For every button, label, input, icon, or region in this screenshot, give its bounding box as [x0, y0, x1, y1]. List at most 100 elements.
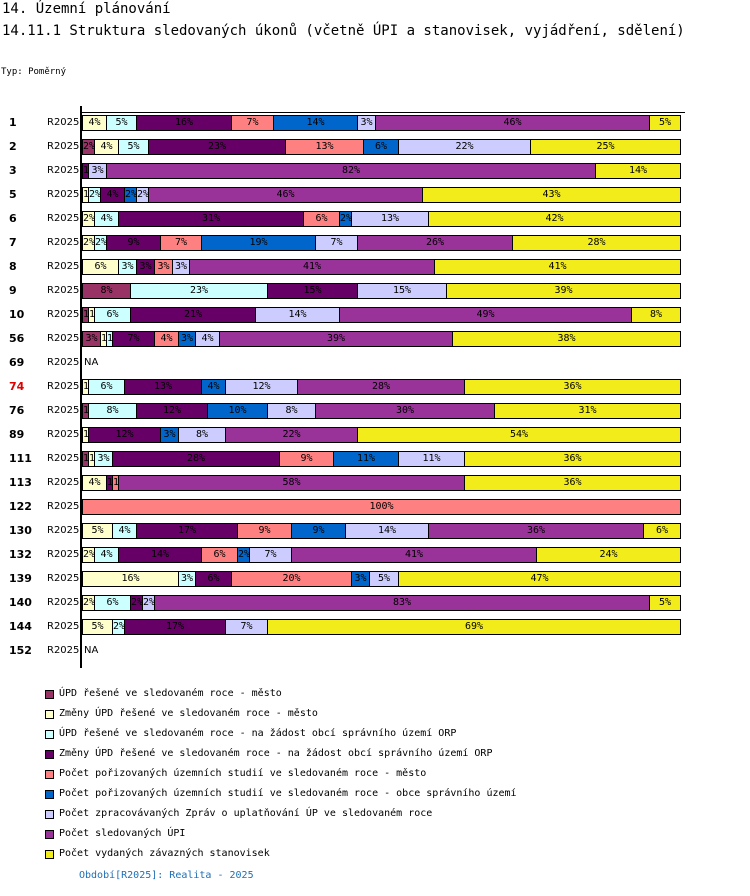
bar-segment: 1% [89, 308, 95, 322]
legend-swatch [45, 710, 54, 719]
bar-segment: 17% [137, 524, 238, 538]
bar-segment: 3% [161, 428, 179, 442]
bar-segment: 6% [644, 524, 680, 538]
stacked-bar: 100% [82, 499, 681, 515]
bar-segment: 15% [358, 284, 447, 298]
bar-segment: 14% [119, 548, 202, 562]
bar-segment: 41% [435, 260, 680, 274]
bar-segment: 7% [161, 236, 202, 250]
bar-segment: 69% [268, 620, 680, 634]
bar-segment: 38% [453, 332, 680, 346]
legend-swatch [45, 790, 54, 799]
bar-segment: 6% [202, 548, 238, 562]
bar-segment: 41% [190, 260, 435, 274]
bar-segment: 100% [83, 500, 680, 514]
bar-segment: 4% [95, 212, 119, 226]
row-label: 76 [9, 404, 25, 417]
bar-segment: 39% [447, 284, 680, 298]
bar-segment: 1% [83, 164, 89, 178]
bar-segment: 4% [83, 476, 107, 490]
row-label: 89 [9, 428, 25, 441]
stacked-bar: 2% 2% 9% 7% 19% 7% 26% 28% [82, 235, 681, 251]
bar-segment: 1% [83, 404, 89, 418]
bar-segment: 8% [179, 428, 226, 442]
bar-segment: 12% [89, 428, 161, 442]
row-label: 3 [9, 164, 17, 177]
row-period: R2025 [47, 597, 80, 608]
row-label: 130 [9, 524, 32, 537]
row-period: R2025 [47, 525, 80, 536]
bar-segment: 2% [131, 596, 143, 610]
bar-segment: 2% [83, 212, 95, 226]
row-label: 2 [9, 140, 17, 153]
stacked-bar: 5% 4% 17% 9% 9% 14% 36% 6% [82, 523, 681, 539]
bar-segment: 83% [155, 596, 650, 610]
row-period: R2025 [47, 189, 80, 200]
row-period: R2025 [47, 309, 80, 320]
legend-swatch [45, 750, 54, 759]
bar-segment: 3% [83, 332, 101, 346]
row-label: 9 [9, 284, 17, 297]
bar-segment: 9% [292, 524, 346, 538]
stacked-bar: 1%6%13%4%12%28%36% [82, 379, 681, 395]
bar-segment: 8% [83, 284, 131, 298]
chart-type-label: Typ: Poměrný [1, 67, 67, 77]
bar-segment: 6% [196, 572, 232, 586]
stacked-bar: 4%1%1%58%36% [82, 475, 681, 491]
bar-segment: 28% [513, 236, 680, 250]
bar-segment: 16% [137, 116, 232, 130]
legend-label: Počet sledovaných ÚPI [59, 828, 186, 839]
bar-segment: 2% [83, 140, 95, 154]
bar-segment: 16% [83, 572, 179, 586]
bar-segment: 49% [340, 308, 632, 322]
bar-segment: 36% [465, 476, 680, 490]
stacked-bar: 4% 5% 16% 7% 14% 3% 46% 5% [82, 115, 681, 131]
bar-segment: 4% [95, 140, 119, 154]
bar-segment: 5% [83, 620, 113, 634]
row-period: R2025 [47, 381, 80, 392]
bar-segment: 4% [155, 332, 179, 346]
bar-segment: 1% [83, 380, 89, 394]
bar-segment: 4% [83, 116, 107, 130]
legend-label: Počet zpracovávaných Zpráv o uplatňování… [59, 808, 433, 819]
row-period: R2025 [47, 405, 80, 416]
bar-segment: 2% [113, 620, 125, 634]
stacked-bar: 1%8%12%10%8%30%31% [82, 403, 681, 419]
row-label: 6 [9, 212, 17, 225]
legend-swatch [45, 730, 54, 739]
legend-swatch [45, 810, 54, 819]
row-label: 140 [9, 596, 32, 609]
row-period: R2025 [47, 621, 80, 632]
bar-segment: 5% [650, 596, 680, 610]
bar-segment: 3% [137, 260, 155, 274]
bar-segment: 2% [95, 236, 107, 250]
row-label: 144 [9, 620, 32, 633]
section-title: 14. Územní plánování [2, 1, 171, 17]
bar-segment: 6% [95, 596, 131, 610]
bar-segment: 6% [89, 380, 125, 394]
row-label: 7 [9, 236, 17, 249]
row-label: 1 [9, 116, 17, 129]
bar-segment: 8% [268, 404, 316, 418]
chart-title: 14.11.1 Struktura sledovaných úkonů (vče… [2, 23, 685, 39]
row-label: 10 [9, 308, 25, 321]
bar-segment: 6% [83, 260, 119, 274]
row-label: 122 [9, 500, 32, 513]
na-label: NA [84, 357, 99, 368]
row-period: R2025 [47, 141, 80, 152]
bar-segment: 2% [340, 212, 352, 226]
bar-segment: 21% [131, 308, 256, 322]
bar-segment: 2% [83, 236, 95, 250]
bar-segment: 54% [358, 428, 680, 442]
bar-segment: 3% [358, 116, 376, 130]
stacked-bar: 2% 4% 5% 23% 13% 6% 22% 25% [82, 139, 681, 155]
row-period: R2025 [47, 573, 80, 584]
bar-segment: 7% [113, 332, 155, 346]
bar-segment: 12% [137, 404, 208, 418]
bar-segment: 13% [352, 212, 429, 226]
bar-segment: 3% [119, 260, 137, 274]
bar-segment: 19% [202, 236, 316, 250]
bar-segment: 6% [95, 308, 131, 322]
bar-segment: 25% [531, 140, 680, 154]
bar-segment: 36% [465, 452, 680, 466]
